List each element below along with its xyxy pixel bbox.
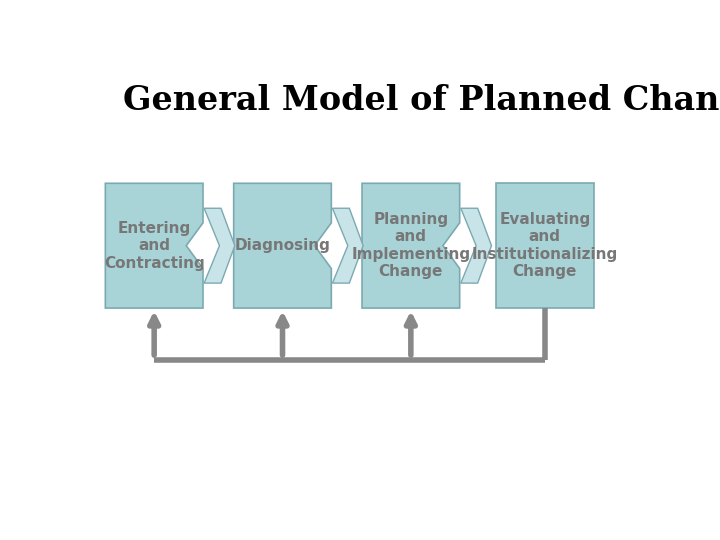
Text: Evaluating
and
Institutionalizing
Change: Evaluating and Institutionalizing Change [472,212,618,279]
Polygon shape [234,183,331,308]
Polygon shape [333,208,363,283]
Text: Entering
and
Contracting: Entering and Contracting [104,221,204,271]
Text: General Model of Planned Change: General Model of Planned Change [124,84,720,117]
Polygon shape [362,183,459,308]
Polygon shape [461,208,492,283]
Polygon shape [204,208,235,283]
Polygon shape [496,183,593,308]
Text: Planning
and
Implementing
Change: Planning and Implementing Change [351,212,470,279]
Polygon shape [105,183,203,308]
Text: Diagnosing: Diagnosing [235,238,330,253]
